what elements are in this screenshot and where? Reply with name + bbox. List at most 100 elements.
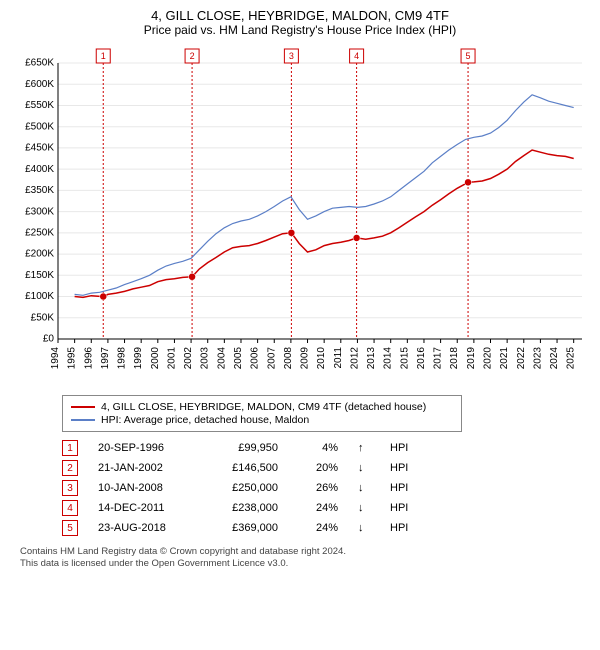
svg-text:£100K: £100K <box>25 291 54 302</box>
sale-hpi-label: HPI <box>390 502 408 514</box>
chart-container: 4, GILL CLOSE, HEYBRIDGE, MALDON, CM9 4T… <box>0 0 600 579</box>
svg-text:2008: 2008 <box>283 347 294 370</box>
svg-text:1999: 1999 <box>133 347 144 370</box>
sale-pct: 26% <box>298 482 338 494</box>
legend-label-property: 4, GILL CLOSE, HEYBRIDGE, MALDON, CM9 4T… <box>101 401 426 413</box>
svg-text:3: 3 <box>289 51 294 61</box>
sale-price: £238,000 <box>208 502 278 514</box>
svg-text:2022: 2022 <box>516 347 527 370</box>
svg-text:2005: 2005 <box>233 347 244 370</box>
svg-text:£250K: £250K <box>25 227 54 238</box>
chart-area: £0£50K£100K£150K£200K£250K£300K£350K£400… <box>10 43 590 383</box>
footer-line1: Contains HM Land Registry data © Crown c… <box>20 546 590 558</box>
svg-text:2013: 2013 <box>366 347 377 370</box>
svg-text:2018: 2018 <box>449 347 460 370</box>
svg-text:2016: 2016 <box>416 347 427 370</box>
legend: 4, GILL CLOSE, HEYBRIDGE, MALDON, CM9 4T… <box>62 395 462 432</box>
svg-text:2000: 2000 <box>150 347 161 370</box>
svg-text:2023: 2023 <box>532 347 543 370</box>
svg-text:£150K: £150K <box>25 270 54 281</box>
svg-text:2017: 2017 <box>433 347 444 370</box>
sale-marker-badge: 2 <box>62 460 78 476</box>
svg-text:2002: 2002 <box>183 347 194 370</box>
svg-text:£200K: £200K <box>25 249 54 260</box>
svg-text:£50K: £50K <box>31 312 55 323</box>
sale-price: £146,500 <box>208 462 278 474</box>
sale-date: 10-JAN-2008 <box>98 482 188 494</box>
svg-text:1996: 1996 <box>83 347 94 370</box>
sale-date: 20-SEP-1996 <box>98 442 188 454</box>
svg-text:2001: 2001 <box>166 347 177 370</box>
svg-text:2003: 2003 <box>200 347 211 370</box>
svg-text:2009: 2009 <box>300 347 311 370</box>
sales-row: 2 21-JAN-2002 £146,500 20% ↓ HPI <box>62 460 590 476</box>
svg-text:2019: 2019 <box>466 347 477 370</box>
svg-text:2007: 2007 <box>266 347 277 370</box>
svg-text:2: 2 <box>190 51 195 61</box>
svg-text:2004: 2004 <box>216 347 227 370</box>
sale-price: £250,000 <box>208 482 278 494</box>
sale-date: 21-JAN-2002 <box>98 462 188 474</box>
svg-text:2010: 2010 <box>316 347 327 370</box>
sale-marker-badge: 1 <box>62 440 78 456</box>
sales-row: 1 20-SEP-1996 £99,950 4% ↑ HPI <box>62 440 590 456</box>
legend-item-property: 4, GILL CLOSE, HEYBRIDGE, MALDON, CM9 4T… <box>71 401 453 413</box>
sale-arrow-icon: ↓ <box>358 462 370 474</box>
sale-hpi-label: HPI <box>390 482 408 494</box>
svg-text:1998: 1998 <box>117 347 128 370</box>
svg-text:4: 4 <box>354 51 359 61</box>
sale-arrow-icon: ↑ <box>358 442 370 454</box>
svg-text:1994: 1994 <box>50 347 61 370</box>
svg-text:£650K: £650K <box>25 58 54 69</box>
sale-hpi-label: HPI <box>390 442 408 454</box>
svg-text:£500K: £500K <box>25 121 54 132</box>
sale-arrow-icon: ↓ <box>358 502 370 514</box>
chart-subtitle: Price paid vs. HM Land Registry's House … <box>10 23 590 37</box>
sale-hpi-label: HPI <box>390 522 408 534</box>
sale-arrow-icon: ↓ <box>358 522 370 534</box>
sale-date: 23-AUG-2018 <box>98 522 188 534</box>
svg-text:1997: 1997 <box>100 347 111 370</box>
svg-text:2011: 2011 <box>333 347 344 369</box>
sales-row: 5 23-AUG-2018 £369,000 24% ↓ HPI <box>62 520 590 536</box>
sales-row: 4 14-DEC-2011 £238,000 24% ↓ HPI <box>62 500 590 516</box>
svg-text:£450K: £450K <box>25 143 54 154</box>
svg-text:1: 1 <box>101 51 106 61</box>
sale-arrow-icon: ↓ <box>358 482 370 494</box>
footer-line2: This data is licensed under the Open Gov… <box>20 558 590 570</box>
svg-text:£600K: £600K <box>25 79 54 90</box>
sale-date: 14-DEC-2011 <box>98 502 188 514</box>
chart-svg: £0£50K£100K£150K£200K£250K£300K£350K£400… <box>10 43 590 383</box>
sale-marker-badge: 3 <box>62 480 78 496</box>
legend-swatch-property <box>71 406 95 408</box>
svg-text:2014: 2014 <box>383 347 394 370</box>
sale-marker-badge: 4 <box>62 500 78 516</box>
legend-label-hpi: HPI: Average price, detached house, Mald… <box>101 414 309 426</box>
sale-price: £369,000 <box>208 522 278 534</box>
svg-text:2006: 2006 <box>250 347 261 370</box>
sales-row: 3 10-JAN-2008 £250,000 26% ↓ HPI <box>62 480 590 496</box>
svg-text:£400K: £400K <box>25 164 54 175</box>
sale-pct: 20% <box>298 462 338 474</box>
svg-text:£350K: £350K <box>25 185 54 196</box>
sales-table: 1 20-SEP-1996 £99,950 4% ↑ HPI 2 21-JAN-2002 £14… <box>62 440 590 536</box>
sale-marker-badge: 5 <box>62 520 78 536</box>
chart-title: 4, GILL CLOSE, HEYBRIDGE, MALDON, CM9 4T… <box>10 8 590 23</box>
legend-item-hpi: HPI: Average price, detached house, Mald… <box>71 414 453 426</box>
svg-text:2015: 2015 <box>399 347 410 370</box>
svg-text:2012: 2012 <box>349 347 360 370</box>
svg-text:£550K: £550K <box>25 100 54 111</box>
svg-text:2020: 2020 <box>483 347 494 370</box>
svg-text:2021: 2021 <box>499 347 510 370</box>
legend-swatch-hpi <box>71 419 95 421</box>
sale-hpi-label: HPI <box>390 462 408 474</box>
svg-text:1995: 1995 <box>67 347 78 370</box>
svg-text:2025: 2025 <box>566 347 577 370</box>
svg-text:£300K: £300K <box>25 206 54 217</box>
sale-pct: 4% <box>298 442 338 454</box>
svg-text:2024: 2024 <box>549 347 560 370</box>
sale-pct: 24% <box>298 522 338 534</box>
footer: Contains HM Land Registry data © Crown c… <box>20 546 590 571</box>
sale-price: £99,950 <box>208 442 278 454</box>
sale-pct: 24% <box>298 502 338 514</box>
